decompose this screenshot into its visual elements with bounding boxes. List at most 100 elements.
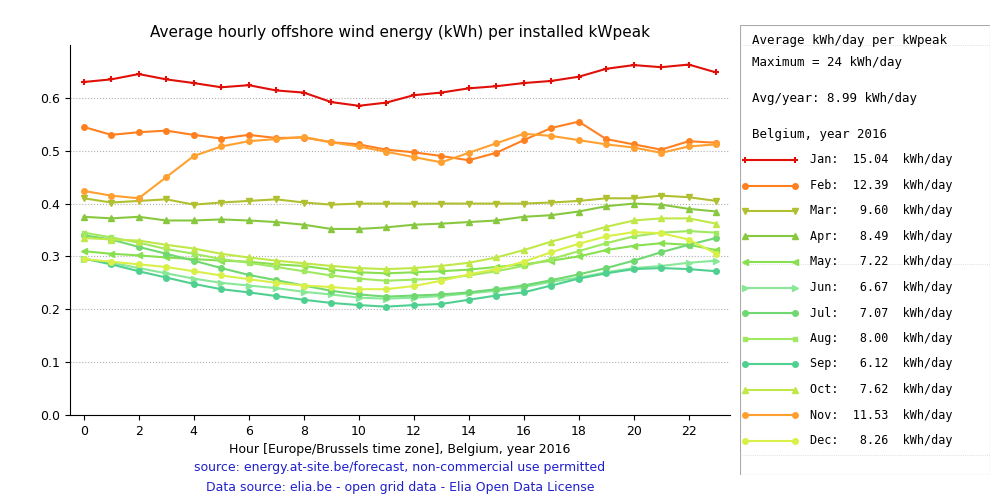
Feb:  12.39  kWh/day: (5, 0.523): 12.39 kWh/day: (5, 0.523)	[215, 136, 227, 141]
Jun:   6.67  kWh/day: (1, 0.288): 6.67 kWh/day: (1, 0.288)	[105, 260, 117, 266]
Jun:   6.67  kWh/day: (22, 0.288): 6.67 kWh/day: (22, 0.288)	[683, 260, 695, 266]
Oct:   7.62  kWh/day: (10, 0.278): 7.62 kWh/day: (10, 0.278)	[353, 265, 365, 271]
Aug:   8.00  kWh/day: (10, 0.258): 8.00 kWh/day: (10, 0.258)	[353, 276, 365, 281]
Oct:   7.62  kWh/day: (14, 0.288): 7.62 kWh/day: (14, 0.288)	[463, 260, 475, 266]
Feb:  12.39  kWh/day: (6, 0.53): 12.39 kWh/day: (6, 0.53)	[243, 132, 255, 138]
Oct:   7.62  kWh/day: (11, 0.276): 7.62 kWh/day: (11, 0.276)	[380, 266, 392, 272]
Feb:  12.39  kWh/day: (23, 0.515): 12.39 kWh/day: (23, 0.515)	[710, 140, 722, 146]
Apr:   8.49  kWh/day: (18, 0.385): 8.49 kWh/day: (18, 0.385)	[573, 208, 585, 214]
Apr:   8.49  kWh/day: (4, 0.368): 8.49 kWh/day: (4, 0.368)	[188, 218, 200, 224]
Mar:   9.60  kWh/day: (8, 0.402): 9.60 kWh/day: (8, 0.402)	[298, 200, 310, 205]
Dec:   8.26  kWh/day: (4, 0.272): 8.26 kWh/day: (4, 0.272)	[188, 268, 200, 274]
Oct:   7.62  kWh/day: (7, 0.292): 7.62 kWh/day: (7, 0.292)	[270, 258, 282, 264]
May:   7.22  kWh/day: (8, 0.282): 7.22 kWh/day: (8, 0.282)	[298, 263, 310, 269]
Nov:  11.53  kWh/day: (22, 0.508): 11.53 kWh/day: (22, 0.508)	[683, 144, 695, 150]
Oct:   7.62  kWh/day: (13, 0.282): 7.62 kWh/day: (13, 0.282)	[435, 263, 447, 269]
Jun:   6.67  kWh/day: (7, 0.24): 6.67 kWh/day: (7, 0.24)	[270, 285, 282, 291]
May:   7.22  kWh/day: (19, 0.312): 7.22 kWh/day: (19, 0.312)	[600, 247, 612, 253]
Sep:   6.12  kWh/day: (8, 0.218): 6.12 kWh/day: (8, 0.218)	[298, 297, 310, 303]
Text: Feb:  12.39  kWh/day: Feb: 12.39 kWh/day	[810, 179, 952, 192]
Dec:   8.26  kWh/day: (12, 0.244): 8.26 kWh/day: (12, 0.244)	[408, 283, 420, 289]
Oct:   7.62  kWh/day: (5, 0.305): 7.62 kWh/day: (5, 0.305)	[215, 251, 227, 257]
Jul:   7.07  kWh/day: (20, 0.292): 7.07 kWh/day: (20, 0.292)	[628, 258, 640, 264]
Sep:   6.12  kWh/day: (23, 0.272): 6.12 kWh/day: (23, 0.272)	[710, 268, 722, 274]
Jun:   6.67  kWh/day: (16, 0.242): 6.67 kWh/day: (16, 0.242)	[518, 284, 530, 290]
Feb:  12.39  kWh/day: (17, 0.543): 12.39 kWh/day: (17, 0.543)	[545, 125, 557, 131]
Mar:   9.60  kWh/day: (9, 0.398): 9.60 kWh/day: (9, 0.398)	[325, 202, 337, 207]
Sep:   6.12  kWh/day: (15, 0.226): 6.12 kWh/day: (15, 0.226)	[490, 292, 502, 298]
Jan:  15.04  kWh/day: (9, 0.592): 15.04 kWh/day: (9, 0.592)	[325, 99, 337, 105]
Dec:   8.26  kWh/day: (19, 0.338): 8.26 kWh/day: (19, 0.338)	[600, 234, 612, 239]
Text: Oct:   7.62  kWh/day: Oct: 7.62 kWh/day	[810, 383, 952, 396]
Jun:   6.67  kWh/day: (15, 0.235): 6.67 kWh/day: (15, 0.235)	[490, 288, 502, 294]
Aug:   8.00  kWh/day: (0, 0.345): 8.00 kWh/day: (0, 0.345)	[78, 230, 90, 235]
Jul:   7.07  kWh/day: (1, 0.332): 7.07 kWh/day: (1, 0.332)	[105, 236, 117, 242]
Nov:  11.53  kWh/day: (18, 0.52): 11.53 kWh/day: (18, 0.52)	[573, 137, 585, 143]
Jul:   7.07  kWh/day: (10, 0.228): 7.07 kWh/day: (10, 0.228)	[353, 292, 365, 298]
Jan:  15.04  kWh/day: (6, 0.624): 15.04 kWh/day: (6, 0.624)	[243, 82, 255, 88]
Feb:  12.39  kWh/day: (10, 0.512): 12.39 kWh/day: (10, 0.512)	[353, 142, 365, 148]
Jun:   6.67  kWh/day: (0, 0.295): 6.67 kWh/day: (0, 0.295)	[78, 256, 90, 262]
Oct:   7.62  kWh/day: (17, 0.328): 7.62 kWh/day: (17, 0.328)	[545, 238, 557, 244]
Sep:   6.12  kWh/day: (2, 0.272): 6.12 kWh/day: (2, 0.272)	[133, 268, 145, 274]
Text: Mar:   9.60  kWh/day: Mar: 9.60 kWh/day	[810, 204, 952, 218]
Jun:   6.67  kWh/day: (10, 0.222): 6.67 kWh/day: (10, 0.222)	[353, 294, 365, 300]
Aug:   8.00  kWh/day: (2, 0.326): 8.00 kWh/day: (2, 0.326)	[133, 240, 145, 246]
Aug:   8.00  kWh/day: (13, 0.258): 8.00 kWh/day: (13, 0.258)	[435, 276, 447, 281]
May:   7.22  kWh/day: (15, 0.28): 7.22 kWh/day: (15, 0.28)	[490, 264, 502, 270]
Jan:  15.04  kWh/day: (11, 0.591): 15.04 kWh/day: (11, 0.591)	[380, 100, 392, 105]
Aug:   8.00  kWh/day: (9, 0.264): 8.00 kWh/day: (9, 0.264)	[325, 272, 337, 278]
Sep:   6.12  kWh/day: (5, 0.238): 6.12 kWh/day: (5, 0.238)	[215, 286, 227, 292]
Mar:   9.60  kWh/day: (0, 0.41): 9.60 kWh/day: (0, 0.41)	[78, 196, 90, 202]
Mar:   9.60  kWh/day: (15, 0.4): 9.60 kWh/day: (15, 0.4)	[490, 200, 502, 206]
Jan:  15.04  kWh/day: (4, 0.628): 15.04 kWh/day: (4, 0.628)	[188, 80, 200, 86]
Apr:   8.49  kWh/day: (14, 0.365): 8.49 kWh/day: (14, 0.365)	[463, 219, 475, 225]
Line: Jun:   6.67  kWh/day: Jun: 6.67 kWh/day	[81, 256, 719, 302]
Text: source: energy.at-site.be/forecast, non-commercial use permitted: source: energy.at-site.be/forecast, non-…	[194, 461, 606, 474]
Sep:   6.12  kWh/day: (9, 0.212): 6.12 kWh/day: (9, 0.212)	[325, 300, 337, 306]
Line: Oct:   7.62  kWh/day: Oct: 7.62 kWh/day	[81, 216, 719, 272]
Jul:   7.07  kWh/day: (9, 0.235): 7.07 kWh/day: (9, 0.235)	[325, 288, 337, 294]
Apr:   8.49  kWh/day: (7, 0.365): 8.49 kWh/day: (7, 0.365)	[270, 219, 282, 225]
Sep:   6.12  kWh/day: (11, 0.205): 6.12 kWh/day: (11, 0.205)	[380, 304, 392, 310]
Aug:   8.00  kWh/day: (4, 0.305): 8.00 kWh/day: (4, 0.305)	[188, 251, 200, 257]
Sep:   6.12  kWh/day: (22, 0.276): 6.12 kWh/day: (22, 0.276)	[683, 266, 695, 272]
Sep:   6.12  kWh/day: (18, 0.258): 6.12 kWh/day: (18, 0.258)	[573, 276, 585, 281]
May:   7.22  kWh/day: (0, 0.31): 7.22 kWh/day: (0, 0.31)	[78, 248, 90, 254]
May:   7.22  kWh/day: (17, 0.292): 7.22 kWh/day: (17, 0.292)	[545, 258, 557, 264]
Feb:  12.39  kWh/day: (19, 0.522): 12.39 kWh/day: (19, 0.522)	[600, 136, 612, 142]
Jul:   7.07  kWh/day: (4, 0.292): 7.07 kWh/day: (4, 0.292)	[188, 258, 200, 264]
Oct:   7.62  kWh/day: (8, 0.287): 7.62 kWh/day: (8, 0.287)	[298, 260, 310, 266]
Jul:   7.07  kWh/day: (6, 0.265): 7.07 kWh/day: (6, 0.265)	[243, 272, 255, 278]
Aug:   8.00  kWh/day: (16, 0.282): 8.00 kWh/day: (16, 0.282)	[518, 263, 530, 269]
Aug:   8.00  kWh/day: (15, 0.272): 8.00 kWh/day: (15, 0.272)	[490, 268, 502, 274]
Jun:   6.67  kWh/day: (20, 0.278): 6.67 kWh/day: (20, 0.278)	[628, 265, 640, 271]
Jan:  15.04  kWh/day: (22, 0.663): 15.04 kWh/day: (22, 0.663)	[683, 62, 695, 68]
Title: Average hourly offshore wind energy (kWh) per installed kWpeak: Average hourly offshore wind energy (kWh…	[150, 24, 650, 40]
Oct:   7.62  kWh/day: (22, 0.372): 7.62 kWh/day: (22, 0.372)	[683, 216, 695, 222]
Line: Apr:   8.49  kWh/day: Apr: 8.49 kWh/day	[81, 201, 719, 232]
Jan:  15.04  kWh/day: (10, 0.585): 15.04 kWh/day: (10, 0.585)	[353, 103, 365, 109]
Nov:  11.53  kWh/day: (23, 0.512): 11.53 kWh/day: (23, 0.512)	[710, 142, 722, 148]
Jan:  15.04  kWh/day: (7, 0.614): 15.04 kWh/day: (7, 0.614)	[270, 88, 282, 94]
Nov:  11.53  kWh/day: (2, 0.41): 11.53 kWh/day: (2, 0.41)	[133, 196, 145, 202]
Jan:  15.04  kWh/day: (15, 0.622): 15.04 kWh/day: (15, 0.622)	[490, 83, 502, 89]
Nov:  11.53  kWh/day: (17, 0.528): 11.53 kWh/day: (17, 0.528)	[545, 133, 557, 139]
Mar:   9.60  kWh/day: (11, 0.4): 9.60 kWh/day: (11, 0.4)	[380, 200, 392, 206]
Mar:   9.60  kWh/day: (20, 0.41): 9.60 kWh/day: (20, 0.41)	[628, 196, 640, 202]
Dec:   8.26  kWh/day: (5, 0.264): 8.26 kWh/day: (5, 0.264)	[215, 272, 227, 278]
Jan:  15.04  kWh/day: (8, 0.61): 15.04 kWh/day: (8, 0.61)	[298, 90, 310, 96]
Oct:   7.62  kWh/day: (23, 0.362): 7.62 kWh/day: (23, 0.362)	[710, 220, 722, 226]
Apr:   8.49  kWh/day: (2, 0.375): 8.49 kWh/day: (2, 0.375)	[133, 214, 145, 220]
Oct:   7.62  kWh/day: (1, 0.332): 7.62 kWh/day: (1, 0.332)	[105, 236, 117, 242]
Nov:  11.53  kWh/day: (9, 0.516): 11.53 kWh/day: (9, 0.516)	[325, 140, 337, 145]
May:   7.22  kWh/day: (10, 0.27): 7.22 kWh/day: (10, 0.27)	[353, 270, 365, 276]
Aug:   8.00  kWh/day: (6, 0.288): 8.00 kWh/day: (6, 0.288)	[243, 260, 255, 266]
Sep:   6.12  kWh/day: (13, 0.21): 6.12 kWh/day: (13, 0.21)	[435, 301, 447, 307]
Oct:   7.62  kWh/day: (16, 0.312): 7.62 kWh/day: (16, 0.312)	[518, 247, 530, 253]
Apr:   8.49  kWh/day: (22, 0.39): 8.49 kWh/day: (22, 0.39)	[683, 206, 695, 212]
Line: Nov:  11.53  kWh/day: Nov: 11.53 kWh/day	[81, 131, 719, 201]
Apr:   8.49  kWh/day: (5, 0.37): 8.49 kWh/day: (5, 0.37)	[215, 216, 227, 222]
Nov:  11.53  kWh/day: (1, 0.415): 11.53 kWh/day: (1, 0.415)	[105, 192, 117, 198]
Sep:   6.12  kWh/day: (12, 0.208): 6.12 kWh/day: (12, 0.208)	[408, 302, 420, 308]
